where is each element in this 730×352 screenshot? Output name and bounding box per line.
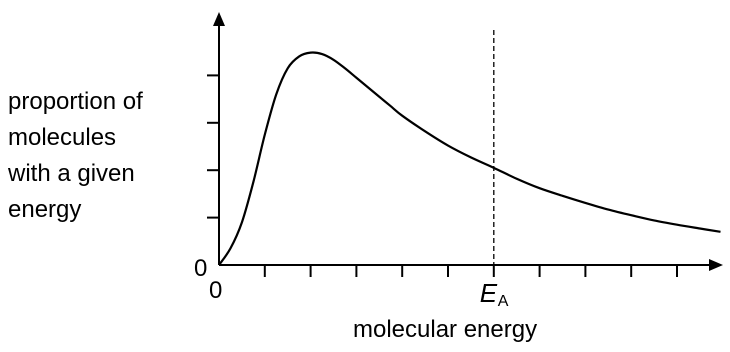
- distribution-series-line: [218, 51, 721, 266]
- distribution-curve: [218, 51, 721, 266]
- y-axis-label-line-2: molecules: [8, 124, 117, 151]
- y-axis-arrow: [213, 12, 225, 26]
- activation-energy-label: E: [480, 278, 498, 308]
- y-axis-label-line-1: proportion of: [8, 88, 143, 115]
- y-axis-label-line-4: energy: [8, 196, 82, 223]
- x-axis-arrow: [709, 259, 723, 271]
- x-axis-label: molecular energy: [353, 316, 538, 343]
- y-axis-label: proportion of molecules with a given ene…: [8, 84, 198, 228]
- chart-labels: 00 E A: [194, 255, 509, 310]
- y-axis-label-line-3: with a given: [8, 160, 135, 187]
- activation-energy-subscript: A: [498, 293, 509, 310]
- ticks: [207, 74, 678, 277]
- axes: [213, 12, 723, 271]
- x-origin-label: 0: [209, 277, 222, 304]
- y-origin-label: 0: [194, 255, 207, 282]
